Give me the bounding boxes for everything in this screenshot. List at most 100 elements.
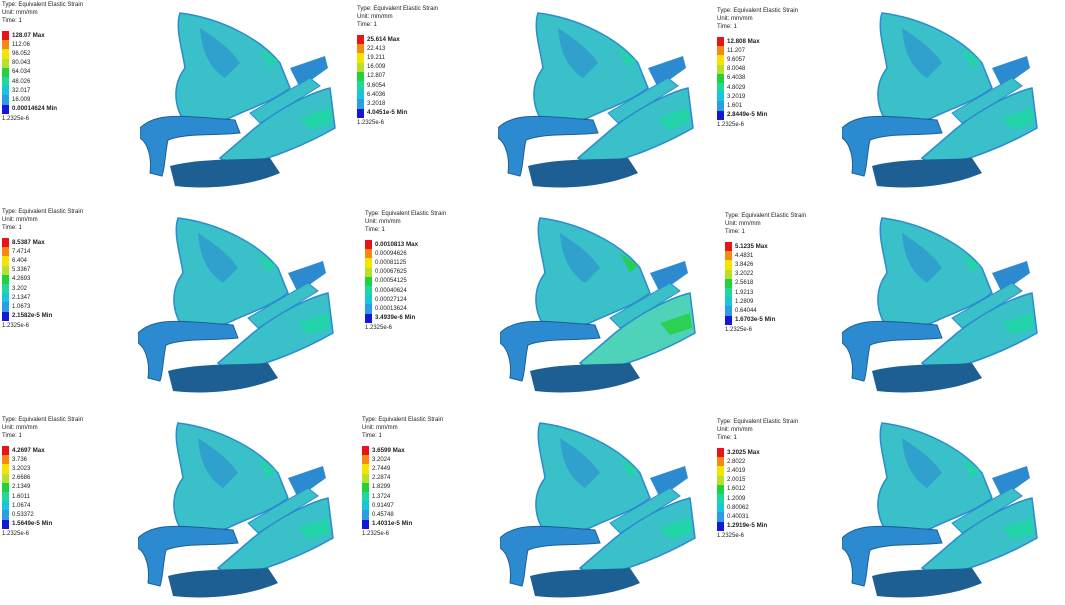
model-graphic: [498, 12, 694, 188]
color-swatch: [362, 501, 369, 511]
legend-header-unit: Unit: mm/mm: [365, 219, 401, 225]
color-scale: 5.1235 Max 4.4831 3.8426 3.2022 2.5618 1.9213…: [725, 242, 806, 334]
legend-header: Type: Equivalent Elastic Strain Unit: mm/…: [2, 416, 83, 440]
color-scale: 3.6599 Max 3.2024 2.7449 2.2874 1.8299 1.3724…: [362, 446, 443, 538]
upper-plate-shade: [560, 438, 600, 488]
scale-row: 7.4714: [2, 247, 83, 257]
legend-header: Type: Equivalent Elastic Strain Unit: mm/…: [717, 7, 798, 31]
bottom-bar: [872, 363, 982, 393]
scale-row: 8.0048: [717, 64, 798, 74]
scale-row: 0.40031: [717, 512, 798, 522]
color-swatch: [717, 101, 724, 111]
color-swatch: [2, 238, 9, 248]
scale-row: 128.07 Max: [2, 31, 83, 41]
middle-bar: [607, 77, 679, 124]
color-swatch: [2, 67, 9, 77]
upper-plate-highlight: [618, 48, 636, 68]
legend-header-type: Type: Equivalent Elastic Strain: [2, 209, 84, 215]
scale-row: 2.0015: [717, 475, 798, 485]
color-swatch: [725, 287, 732, 298]
legend-header-unit: Unit: mm/mm: [725, 221, 761, 227]
scale-row: 1.4031e-5 Min: [362, 519, 443, 529]
scale-value-label: 0.00040624: [375, 287, 407, 294]
scale-value-label: 2.2874: [372, 475, 391, 482]
scale-value-label: 0.45748: [372, 511, 394, 518]
skull-model-6: [842, 213, 1042, 398]
scale-value-label: 2.1347: [12, 294, 31, 301]
scale-row: 2.8449e-5 Min: [717, 110, 798, 120]
scale-value-label: 9.6054: [367, 82, 386, 89]
scale-row: 3.8426: [725, 260, 806, 270]
scale-row: 48.026: [2, 76, 83, 87]
scale-value-label: 3.8426: [735, 261, 754, 268]
color-swatch: [717, 466, 724, 476]
upper-plate-highlight: [962, 458, 980, 478]
min-threshold-label: 1.2325e-6: [362, 530, 390, 537]
upper-plate-shade: [198, 438, 238, 488]
bottom-bar: [170, 158, 280, 188]
min-value-label: 1.6703e-5 Min: [735, 316, 776, 324]
scale-row: 4.2697 Max: [2, 446, 83, 456]
color-scale: 25.614 Max 22.413 19.211 16.009 12.807 9.6054…: [357, 35, 438, 127]
scale-value-label: 0.00081125: [375, 259, 407, 266]
max-value-label: 128.07 Max: [12, 31, 45, 39]
min-threshold-label: 1.2325e-6: [2, 322, 30, 329]
scale-row: 2.4019: [717, 466, 798, 476]
scale-value-label: 5.3367: [12, 267, 31, 274]
middle-bar: [249, 77, 321, 124]
middle-bar: [609, 282, 681, 329]
color-swatch: [2, 501, 9, 511]
bottom-bar: [872, 158, 982, 188]
color-swatch: [365, 258, 372, 268]
scale-value-label: 0.64044: [735, 307, 757, 314]
strain-legend-1: Type: Equivalent Elastic Strain Unit: mm/…: [2, 1, 83, 123]
scale-row: 96.052: [2, 49, 83, 59]
scale-value-label: 1.0674: [12, 502, 31, 509]
legend-header-time: Time: 1: [362, 433, 382, 439]
scale-row: 0.00040624: [365, 285, 446, 296]
min-threshold-label: 1.2325e-6: [2, 530, 30, 537]
scale-row: 19.211: [357, 53, 438, 63]
scale-row: 3.2024: [362, 455, 443, 465]
scale-row: 22.413: [357, 44, 438, 54]
min-threshold-label: 1.2325e-6: [725, 326, 753, 333]
scale-value-label: 6.4038: [727, 75, 746, 82]
scale-row: 2.1347: [2, 293, 83, 303]
color-swatch: [357, 80, 364, 91]
scale-row: 5.3367: [2, 265, 83, 275]
bottom-bar: [168, 568, 278, 598]
color-scale: 12.808 Max 11.207 9.6057 8.0048 6.4038 4.8029…: [717, 37, 798, 129]
color-swatch: [2, 302, 9, 312]
scale-row: 1.6011: [2, 491, 83, 502]
color-swatch: [365, 267, 372, 277]
scale-value-label: 1.6011: [12, 493, 30, 500]
color-swatch: [2, 519, 9, 529]
scale-value-label: 4.2693: [12, 276, 31, 283]
scale-row: 2.1582e-5 Min: [2, 311, 83, 321]
legend-header-type: Type: Equivalent Elastic Strain: [362, 417, 444, 423]
color-swatch: [717, 512, 724, 522]
color-swatch: [357, 53, 364, 63]
model-graphic: [500, 217, 696, 393]
max-value-label: 3.2025 Max: [727, 448, 760, 456]
scale-value-label: 96.052: [12, 50, 31, 57]
legend-header-unit: Unit: mm/mm: [362, 425, 398, 431]
color-swatch: [725, 260, 732, 270]
upper-plate-highlight: [260, 48, 278, 68]
scale-row: 3.6599 Max: [362, 446, 443, 456]
model-graphic: [842, 217, 1038, 393]
lower-plate-highlight: [660, 518, 692, 540]
scale-row: 1.0674: [2, 501, 83, 511]
skull-model-9: [842, 418, 1042, 603]
scale-row: 3.2018: [357, 99, 438, 109]
upper-right-bar: [992, 261, 1030, 293]
scale-row: 5.1235 Max: [725, 242, 806, 252]
skull-model-7: [138, 418, 338, 603]
legend-header-type: Type: Equivalent Elastic Strain: [717, 8, 799, 14]
model-graphic: [140, 12, 336, 188]
color-swatch: [2, 482, 9, 492]
color-swatch: [362, 455, 369, 465]
scale-row: 3.2022: [725, 269, 806, 279]
min-threshold-label: 1.2325e-6: [365, 324, 393, 331]
scale-value-label: 7.4714: [12, 248, 31, 255]
